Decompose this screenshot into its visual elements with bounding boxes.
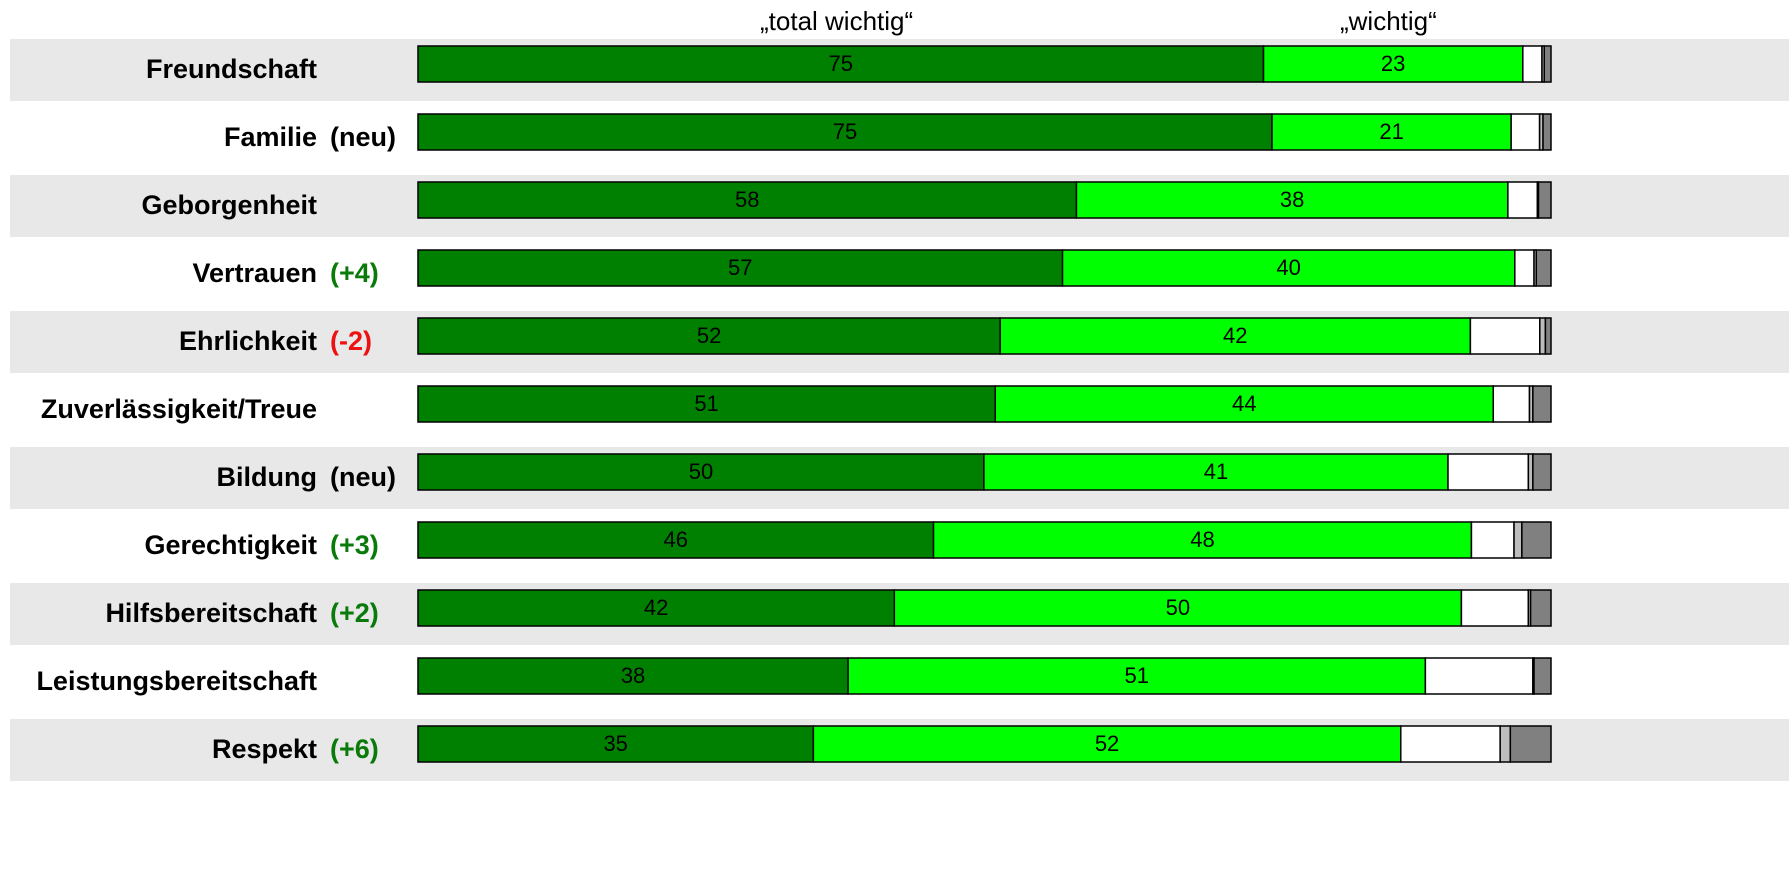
data-label: 46 xyxy=(664,527,688,552)
bar-wichtig xyxy=(1075,181,1509,219)
bar-weniger-wichtig xyxy=(1469,317,1541,355)
bar-weniger-wichtig xyxy=(1400,725,1501,763)
bar-total-wichtig xyxy=(417,589,896,627)
category-note: (+2) xyxy=(330,598,379,628)
bar-wichtig xyxy=(1061,249,1516,287)
bar-keine-angabe xyxy=(1521,521,1552,559)
bar-weniger-wichtig xyxy=(1460,589,1530,627)
bar-total-wichtig xyxy=(417,249,1064,287)
bar-total-wichtig xyxy=(417,521,935,559)
bar-keine-angabe xyxy=(1509,725,1552,763)
bar-total-wichtig xyxy=(417,453,985,491)
bar-total-wichtig xyxy=(417,181,1078,219)
data-label: 41 xyxy=(1204,459,1228,484)
bar-wichtig xyxy=(999,317,1472,355)
bar-keine-angabe xyxy=(1533,657,1552,695)
bar-wichtig xyxy=(1262,45,1524,83)
category-label: Gerechtigkeit xyxy=(144,530,317,560)
category-label: Respekt xyxy=(211,734,317,764)
category-label: Hilfsbereitschaft xyxy=(105,598,317,628)
bar-keine-angabe xyxy=(1542,113,1552,151)
bar-unwichtig xyxy=(1539,317,1547,355)
bar-weniger-wichtig xyxy=(1447,453,1530,491)
bar-total-wichtig xyxy=(417,317,1001,355)
data-label: 75 xyxy=(829,51,853,76)
bar-keine-angabe xyxy=(1543,45,1552,83)
bar-weniger-wichtig xyxy=(1470,521,1515,559)
data-label: 51 xyxy=(1124,663,1148,688)
data-label: 52 xyxy=(697,323,721,348)
data-label: 50 xyxy=(689,459,713,484)
legend-total-wichtig: „total wichtig“ xyxy=(760,6,914,36)
legend-wichtig: „wichtig“ xyxy=(1340,6,1437,36)
bar-weniger-wichtig xyxy=(1492,385,1531,423)
data-label: 40 xyxy=(1276,255,1300,280)
category-label: Leistungsbereitschaft xyxy=(36,666,317,696)
category-note: (+4) xyxy=(330,258,379,288)
data-label: 48 xyxy=(1190,527,1214,552)
bar-total-wichtig xyxy=(417,657,849,695)
category-label: Vertrauen xyxy=(192,258,317,288)
data-label: 38 xyxy=(621,663,645,688)
data-label: 42 xyxy=(1223,323,1247,348)
bar-unwichtig xyxy=(1513,521,1523,559)
data-label: 50 xyxy=(1166,595,1190,620)
bar-weniger-wichtig xyxy=(1510,113,1541,151)
data-label: 44 xyxy=(1232,391,1256,416)
data-label: 51 xyxy=(694,391,718,416)
category-note: (+3) xyxy=(330,530,379,560)
bar-keine-angabe xyxy=(1532,453,1552,491)
data-label: 58 xyxy=(735,187,759,212)
category-label: Bildung xyxy=(216,462,317,492)
bar-wichtig xyxy=(994,385,1495,423)
category-note: (+6) xyxy=(330,734,379,764)
bar-unwichtig xyxy=(1499,725,1512,763)
category-note: (neu) xyxy=(330,122,396,152)
category-label: Familie xyxy=(223,122,317,152)
bar-keine-angabe xyxy=(1532,385,1552,423)
data-label: 38 xyxy=(1280,187,1304,212)
data-label: 35 xyxy=(603,731,627,756)
bar-total-wichtig xyxy=(417,45,1265,83)
category-note: (neu) xyxy=(330,462,396,492)
data-label: 52 xyxy=(1095,731,1119,756)
category-note: (-2) xyxy=(330,326,372,356)
bar-weniger-wichtig xyxy=(1514,249,1535,287)
bar-weniger-wichtig xyxy=(1522,45,1543,83)
bar-keine-angabe xyxy=(1535,249,1552,287)
category-label: Zuverlässigkeit/Treue xyxy=(40,394,317,424)
bar-total-wichtig xyxy=(417,725,815,763)
bar-weniger-wichtig xyxy=(1507,181,1539,219)
bar-weniger-wichtig xyxy=(1424,657,1534,695)
bar-keine-angabe xyxy=(1537,181,1552,219)
data-label: 23 xyxy=(1381,51,1405,76)
category-label: Geborgenheit xyxy=(141,190,317,220)
data-label: 21 xyxy=(1379,119,1403,144)
data-label: 75 xyxy=(833,119,857,144)
bar-keine-angabe xyxy=(1529,589,1552,627)
category-label: Freundschaft xyxy=(145,54,317,84)
category-label: Ehrlichkeit xyxy=(178,326,317,356)
data-label: 42 xyxy=(644,595,668,620)
data-label: 57 xyxy=(728,255,752,280)
bar-keine-angabe xyxy=(1544,317,1552,355)
